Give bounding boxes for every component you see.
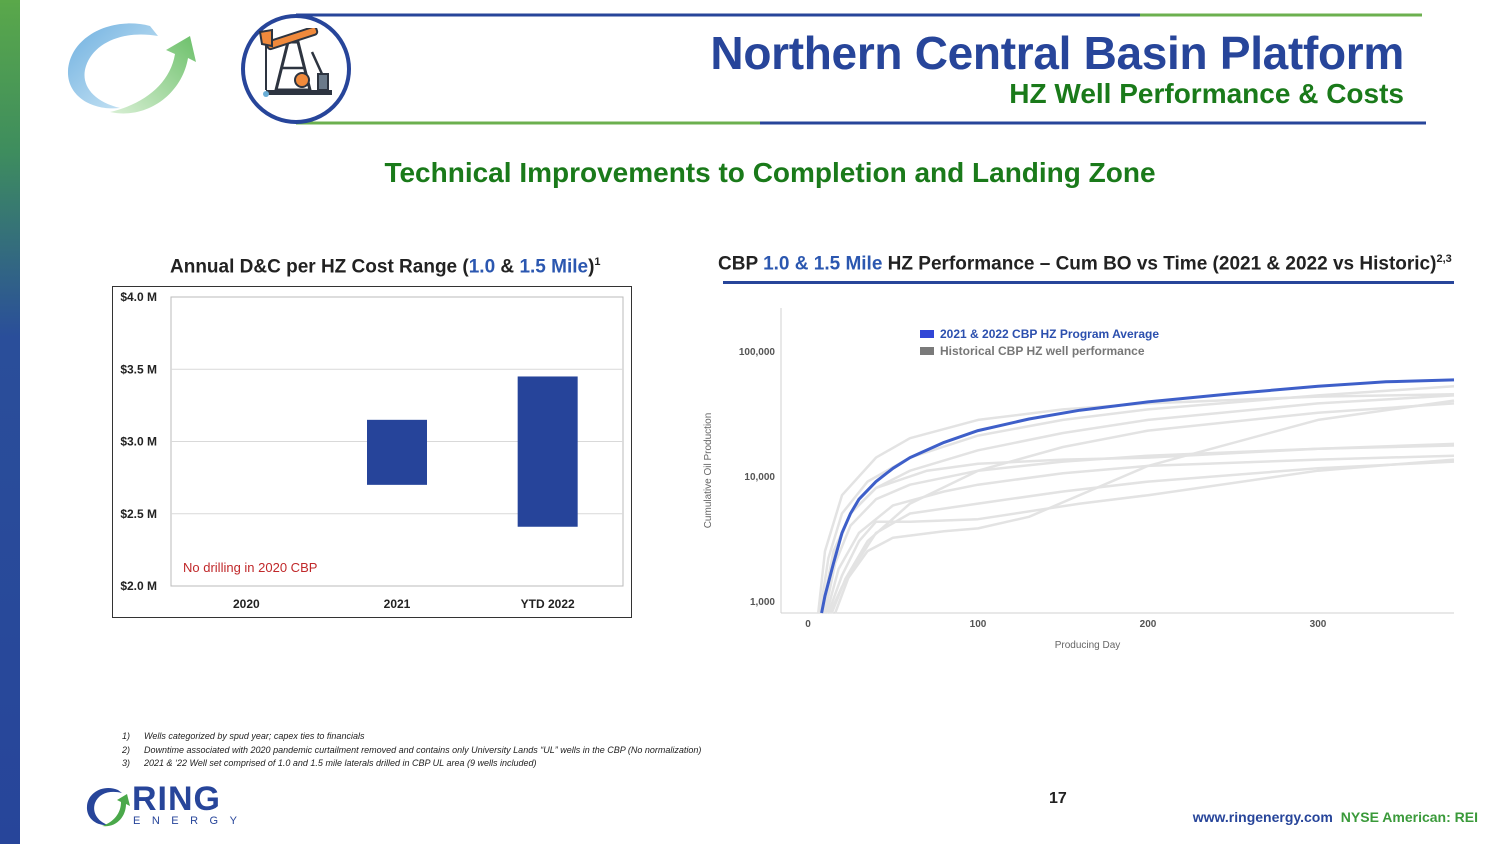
x-tick-label: 300 <box>1310 619 1327 630</box>
footer-links: www.ringenergy.com NYSE American: REI <box>1193 809 1478 825</box>
legend-swatch <box>920 347 934 355</box>
x-tick-label: 2021 <box>384 597 411 611</box>
left-accent-bar <box>0 0 20 844</box>
ring-logo-text: RING <box>132 780 221 818</box>
footnotes: 1) Wells categorized by spud year; capex … <box>122 730 701 771</box>
left-chart-title: Annual D&C per HZ Cost Range (1.0 & 1.5 … <box>170 256 601 278</box>
historic-well-line <box>828 399 1455 614</box>
legend-label: 2021 & 2022 CBP HZ Program Average <box>940 327 1159 341</box>
left-chart-title-suffix: ) <box>588 256 595 278</box>
right-chart-title-prefix: CBP <box>718 253 764 275</box>
cost-range-bar <box>517 376 578 527</box>
y-tick-label: $3.5 M <box>120 362 157 376</box>
footnote-item: 1) Wells categorized by spud year; capex … <box>122 730 701 744</box>
y-tick-label: $4.0 M <box>120 290 157 304</box>
left-chart-title-mid: & <box>495 256 520 278</box>
legend-swatch <box>920 330 934 338</box>
historic-well-line <box>825 454 1455 614</box>
footnote-text: 2021 & ‘22 Well set comprised of 1.0 and… <box>144 758 537 768</box>
section-heading: Technical Improvements to Completion and… <box>384 157 1156 188</box>
website-link[interactable]: www.ringenergy.com <box>1192 809 1333 825</box>
ticker-label: NYSE American: REI <box>1340 809 1478 825</box>
legend-label: Historical CBP HZ well performance <box>940 344 1145 358</box>
footnote-number: 1) <box>122 731 131 741</box>
x-axis-label: Producing Day <box>1055 640 1121 651</box>
x-tick-label: 200 <box>1140 619 1157 630</box>
no-drilling-annotation: No drilling in 2020 CBP <box>183 560 317 575</box>
page-number: 17 <box>1049 790 1067 807</box>
y-tick-label: 10,000 <box>744 472 775 483</box>
program-average-line <box>820 378 1455 614</box>
cost-range-bar <box>367 419 427 485</box>
left-chart-title-prefix: Annual D&C per HZ Cost Range ( <box>170 256 469 278</box>
x-tick-label: 2020 <box>233 597 260 611</box>
left-chart-title-value-2: 1.5 Mile <box>519 256 589 278</box>
historic-well-line <box>820 394 1455 614</box>
cumulative-oil-line-chart: 1,000 10,000 100,000 0 100 200 300 Producing Da… <box>703 308 1455 651</box>
y-tick-label: 100,000 <box>739 347 776 358</box>
left-chart-title-footnote-ref: 1 <box>594 256 601 268</box>
x-tick-label: 100 <box>970 619 987 630</box>
page-subtitle: HZ Well Performance & Costs <box>1009 78 1404 109</box>
cost-range-bar-chart: $2.0 M $2.5 M $3.0 M $3.5 M $4.0 M 2020 2021 YT… <box>112 286 632 618</box>
y-tick-label: 1,000 <box>750 597 775 608</box>
right-chart-title: CBP 1.0 & 1.5 Mile HZ Performance – Cum … <box>718 253 1452 275</box>
historic-well-line <box>827 458 1455 614</box>
footnote-item: 2) Downtime associated with 2020 pandemic… <box>122 744 701 758</box>
historic-well-line <box>818 385 1455 614</box>
ring-arrow-logo-icon <box>67 23 196 114</box>
footnote-number: 2) <box>122 744 131 755</box>
y-tick-label: $2.0 M <box>120 579 157 593</box>
footnote-item: 3) 2021 & ‘22 Well set comprised of 1.0 a… <box>122 757 701 771</box>
y-tick-label: $2.5 M <box>120 507 157 521</box>
footnote-number: 3) <box>122 758 131 768</box>
footnote-text: Downtime associated with 2020 pandemic c… <box>144 744 702 755</box>
x-tick-label: 0 <box>805 619 811 630</box>
right-chart-title-underline <box>723 281 1454 284</box>
page-title: Northern Central Basin Platform <box>710 27 1404 79</box>
x-tick-label: YTD 2022 <box>521 597 575 611</box>
oil-pumpjack-icon <box>258 28 332 97</box>
footnote-text: Wells categorized by spud year; capex ti… <box>144 731 365 741</box>
right-chart-title-footnote-ref: 2,3 <box>1436 253 1452 265</box>
y-axis-label: Cumulative Oil Production <box>703 413 714 529</box>
right-chart-title-suffix: HZ Performance – Cum BO vs Time (2021 & … <box>882 253 1437 275</box>
historic-well-line <box>834 460 1455 614</box>
historic-well-line <box>816 392 1455 614</box>
right-chart-title-blue: 1.0 & 1.5 Mile <box>763 253 883 275</box>
left-chart-title-value-1: 1.0 <box>468 256 496 278</box>
ring-logo-icon <box>86 787 130 827</box>
ring-logo-subtext: ENERGY <box>133 815 249 827</box>
y-tick-label: $3.0 M <box>120 435 157 449</box>
